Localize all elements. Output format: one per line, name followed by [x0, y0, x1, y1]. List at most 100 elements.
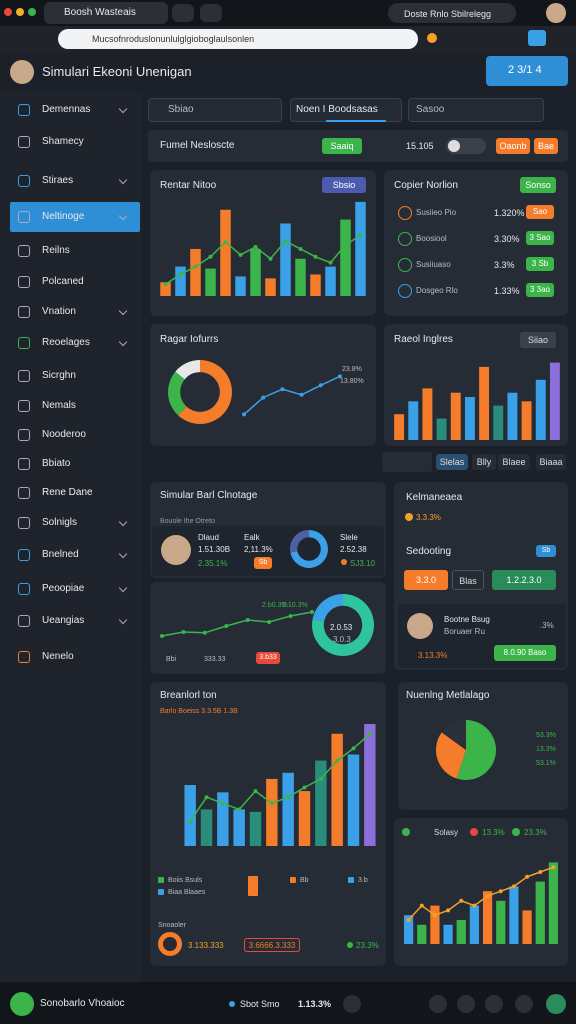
bar [265, 278, 276, 296]
url-field[interactable] [58, 29, 418, 49]
bar [522, 910, 532, 944]
nav-item[interactable]: Bbiato [42, 458, 71, 469]
legend-swatch [348, 877, 354, 883]
button[interactable]: Blas [452, 570, 484, 590]
line-point [551, 865, 556, 870]
line-point [367, 731, 372, 736]
nav-item[interactable]: Rene Dane [42, 487, 93, 498]
tab-field[interactable] [290, 98, 402, 122]
nav-item[interactable]: Nemals [42, 400, 76, 411]
nav-item[interactable]: Shamecy [42, 136, 84, 147]
line-point [338, 374, 342, 379]
trend-line [165, 234, 361, 285]
badge: Saaiq [322, 138, 362, 154]
stat-delta: SJ3.10 [350, 559, 375, 568]
bar [355, 201, 366, 296]
stat-delta: 2.35.1% [198, 559, 228, 568]
line-point [181, 630, 186, 634]
tab-button[interactable]: Blly [472, 454, 496, 470]
note: Snoaoler [158, 922, 187, 929]
button[interactable]: 3.3.0 [404, 570, 448, 590]
line-point [446, 908, 451, 913]
line-point [253, 245, 258, 249]
button[interactable]: Oaonb [496, 138, 530, 154]
legend-entry: Biaa Blaaes [168, 889, 206, 896]
axis-label: 333.33 [204, 656, 226, 663]
stat-value: 3.3.3% [416, 513, 441, 522]
profile-chip[interactable] [388, 3, 516, 23]
profile-text: Doste Rnlo Sbilrelegg [404, 9, 492, 19]
person-name: Bootne Bsug [444, 615, 490, 624]
count: 15.105 [406, 141, 434, 151]
stat-value: 23.3% [356, 941, 379, 950]
tab-button[interactable]: Biaaa [536, 454, 566, 470]
footer-icon [343, 995, 361, 1013]
nav-item[interactable]: Reilns [42, 245, 70, 256]
line-point [220, 801, 225, 806]
tab-button[interactable]: Blaee [498, 454, 530, 470]
button[interactable]: 8.0.90 Baso [494, 645, 556, 661]
bar [331, 733, 343, 846]
button[interactable]: 1.2.2.3.0 [492, 570, 556, 590]
search-box[interactable] [408, 98, 544, 122]
bar [417, 924, 427, 944]
line-point [343, 243, 348, 248]
nav-item[interactable]: Bnelned [42, 549, 79, 560]
filter-title: Fumel Nesloscte [160, 140, 235, 151]
legend-entry: 23.3% [524, 828, 547, 837]
bar [295, 258, 306, 296]
chart [403, 862, 559, 944]
extension-icon [427, 33, 437, 43]
bar [282, 772, 294, 846]
bar [549, 362, 560, 440]
nav-item[interactable]: Nenelo [42, 651, 74, 662]
bar [217, 792, 229, 846]
line-point [193, 264, 198, 269]
active-nav-item[interactable] [10, 202, 140, 232]
tab-button[interactable]: Slelas [436, 454, 468, 470]
stat-value: 3.133.333 [188, 941, 224, 950]
nav-icon [18, 458, 30, 470]
browser-tab[interactable] [200, 4, 222, 22]
search-box[interactable] [148, 98, 282, 122]
panel [150, 170, 376, 316]
user-avatar [546, 3, 566, 23]
bar [364, 724, 376, 846]
nav-item[interactable]: Sicrghn [42, 370, 76, 381]
nav-item[interactable]: Demennas [42, 104, 91, 115]
panel-title: Breanlorl ton [160, 690, 217, 701]
browser-tab[interactable] [44, 2, 168, 24]
header-button[interactable] [486, 56, 568, 86]
bar [493, 405, 504, 440]
status-dot [229, 1001, 235, 1007]
donut-segment [290, 530, 309, 553]
line-point [178, 272, 183, 277]
nav-item[interactable]: Nooderoo [42, 429, 86, 440]
badge: Sonso [520, 177, 556, 193]
nav-item[interactable]: Peoopiae [42, 583, 85, 594]
footer-icon [429, 995, 447, 1013]
legend-swatch [290, 877, 296, 883]
nav-item[interactable]: Neltinoge [42, 211, 85, 222]
search-placeholder: Sasoo [416, 104, 445, 115]
data-label: 13.80% [340, 378, 364, 385]
nav-item[interactable]: Reoelages [42, 337, 90, 348]
bar [403, 915, 414, 944]
panel-title: Rentar Nitoo [160, 180, 217, 191]
bar [464, 397, 475, 440]
browser-tab[interactable] [172, 4, 194, 22]
tab-button[interactable] [382, 452, 432, 472]
button[interactable]: Bae [534, 138, 558, 154]
bar [479, 366, 490, 440]
nav-item[interactable]: Polcaned [42, 276, 84, 287]
nav-item[interactable]: Solnigls [42, 517, 78, 528]
stat-value: .3% [540, 621, 554, 630]
data-label: 53.3% [536, 732, 556, 739]
row-value: 3.3% [494, 260, 515, 270]
nav-item[interactable]: Ueangias [42, 615, 85, 626]
nav-icon [18, 400, 30, 412]
line-point [237, 807, 242, 812]
nav-item[interactable]: Stiraes [42, 175, 74, 186]
nav-item[interactable]: Vnation [42, 306, 76, 317]
